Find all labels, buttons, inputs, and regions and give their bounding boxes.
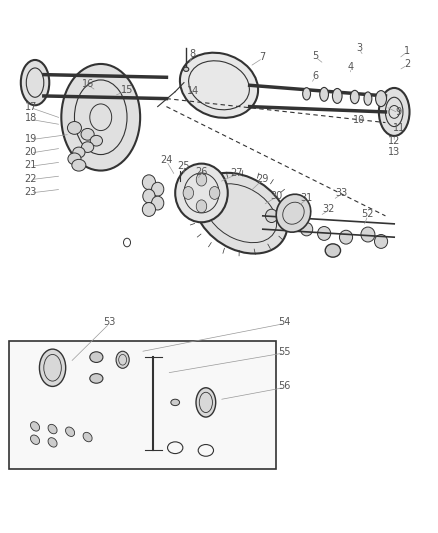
- Text: 14: 14: [187, 86, 199, 95]
- Ellipse shape: [90, 135, 102, 146]
- Text: 19: 19: [25, 134, 37, 143]
- Ellipse shape: [325, 244, 341, 257]
- Text: 27: 27: [230, 168, 243, 178]
- Ellipse shape: [375, 91, 387, 107]
- Ellipse shape: [72, 159, 86, 171]
- Ellipse shape: [61, 64, 140, 171]
- Text: 54: 54: [279, 318, 291, 327]
- Text: 4: 4: [347, 62, 353, 71]
- Ellipse shape: [180, 53, 258, 118]
- Ellipse shape: [68, 153, 81, 165]
- Text: 11: 11: [392, 123, 405, 133]
- Ellipse shape: [116, 351, 129, 368]
- Ellipse shape: [318, 227, 331, 240]
- Circle shape: [183, 187, 194, 199]
- Text: 8: 8: [190, 50, 196, 59]
- Text: 32: 32: [322, 205, 335, 214]
- Ellipse shape: [67, 122, 81, 134]
- Text: 21: 21: [25, 160, 37, 170]
- Bar: [9, 341, 276, 469]
- Ellipse shape: [81, 142, 94, 152]
- Ellipse shape: [142, 203, 155, 216]
- Text: 3: 3: [356, 43, 362, 53]
- Ellipse shape: [90, 352, 103, 362]
- Ellipse shape: [81, 128, 94, 140]
- Circle shape: [196, 200, 207, 213]
- Text: 56: 56: [279, 382, 291, 391]
- Ellipse shape: [374, 235, 388, 248]
- Ellipse shape: [152, 196, 164, 210]
- Text: 31: 31: [300, 193, 313, 203]
- Ellipse shape: [31, 422, 39, 431]
- Ellipse shape: [361, 227, 375, 242]
- Text: 6: 6: [312, 71, 318, 80]
- Text: 17: 17: [25, 102, 37, 111]
- Ellipse shape: [31, 435, 39, 445]
- Text: 13: 13: [388, 147, 400, 157]
- Ellipse shape: [303, 87, 311, 100]
- Ellipse shape: [143, 189, 155, 203]
- Text: 30: 30: [270, 191, 282, 201]
- Ellipse shape: [152, 182, 164, 196]
- Ellipse shape: [73, 147, 85, 158]
- Circle shape: [196, 173, 207, 186]
- Ellipse shape: [171, 399, 180, 406]
- Ellipse shape: [379, 88, 410, 136]
- Ellipse shape: [364, 92, 372, 106]
- Ellipse shape: [350, 90, 359, 104]
- Ellipse shape: [276, 194, 311, 232]
- Text: 33: 33: [336, 188, 348, 198]
- Text: 5: 5: [312, 51, 318, 61]
- Text: 29: 29: [257, 174, 269, 183]
- Ellipse shape: [194, 173, 287, 254]
- Ellipse shape: [300, 223, 313, 236]
- Text: 55: 55: [279, 347, 291, 357]
- Text: 23: 23: [25, 187, 37, 197]
- Ellipse shape: [90, 374, 103, 383]
- Ellipse shape: [48, 424, 57, 434]
- Ellipse shape: [332, 88, 342, 103]
- Text: 18: 18: [25, 114, 37, 123]
- Text: 53: 53: [103, 318, 116, 327]
- Ellipse shape: [142, 175, 155, 190]
- Ellipse shape: [196, 388, 215, 417]
- Text: 1: 1: [404, 46, 410, 55]
- Text: 26: 26: [195, 167, 208, 176]
- Ellipse shape: [265, 209, 278, 223]
- Text: 2: 2: [404, 59, 410, 69]
- Text: 24: 24: [160, 155, 173, 165]
- Ellipse shape: [320, 87, 328, 101]
- Text: 12: 12: [388, 136, 400, 146]
- Text: 25: 25: [178, 161, 190, 171]
- Ellipse shape: [283, 218, 295, 230]
- Text: 9: 9: [396, 107, 402, 117]
- Ellipse shape: [339, 230, 353, 244]
- Ellipse shape: [21, 60, 49, 106]
- Ellipse shape: [48, 438, 57, 447]
- Ellipse shape: [39, 349, 66, 386]
- Text: 7: 7: [260, 52, 266, 62]
- Text: 20: 20: [25, 147, 37, 157]
- Ellipse shape: [66, 427, 74, 437]
- Circle shape: [209, 187, 220, 199]
- Text: 22: 22: [25, 174, 37, 183]
- Text: 16: 16: [81, 79, 94, 88]
- Ellipse shape: [175, 164, 228, 222]
- Text: 15: 15: [121, 85, 133, 94]
- Ellipse shape: [184, 67, 189, 71]
- Ellipse shape: [83, 432, 92, 442]
- Text: 10: 10: [353, 115, 365, 125]
- Text: 52: 52: [362, 209, 374, 219]
